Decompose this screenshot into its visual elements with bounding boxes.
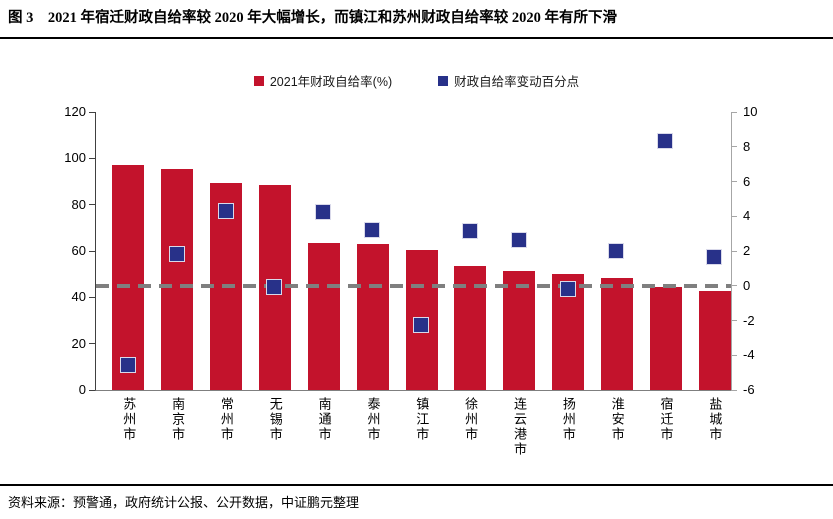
right-axis-tick-label: -4	[743, 347, 755, 363]
left-axis-tick-label: 40	[71, 289, 86, 305]
marker-南京市	[168, 245, 185, 262]
right-axis-tick-mark	[731, 250, 737, 252]
x-axis-label-text: 徐州市	[463, 397, 479, 442]
x-axis-label-text: 镇江市	[414, 397, 430, 442]
left-axis-tick-label: 100	[64, 150, 86, 166]
x-axis-label-盐城市: 盐城市	[690, 397, 739, 442]
marker-南通市	[315, 204, 332, 221]
left-axis-tick-mark	[89, 343, 95, 345]
bar-淮安市	[600, 278, 633, 390]
marker-常州市	[217, 202, 234, 219]
bar-苏州市	[112, 164, 145, 390]
left-axis-tick-label: 80	[71, 196, 86, 212]
marker-镇江市	[413, 317, 429, 334]
right-axis-tick-mark	[731, 111, 737, 113]
right-axis-tick-label: 0	[743, 277, 751, 293]
marker-扬州市	[559, 280, 576, 297]
left-axis-tick-label: 20	[71, 335, 86, 351]
left-axis-tick-mark	[89, 204, 95, 206]
right-axis-tick-label: 6	[743, 173, 751, 189]
x-axis-label-无锡市: 无锡市	[251, 397, 300, 442]
x-axis-label-泰州市: 泰州市	[348, 397, 397, 442]
plot-area: 0 20 40 60 80 100 120 -6 -4 -2 0 2 4 6 8 10 苏州市 南京市 常州市 无锡市…	[64, 104, 757, 457]
x-axis-label-text: 宿迁市	[658, 397, 674, 442]
marker-苏州市	[119, 357, 136, 374]
left-axis-tick-mark	[89, 250, 95, 252]
x-axis-label-text: 常州市	[218, 397, 234, 442]
left-axis-tick-label: 120	[64, 104, 86, 119]
right-axis-tick-label: -2	[743, 312, 755, 328]
marker-泰州市	[364, 221, 381, 238]
right-axis-tick-label: 8	[743, 138, 751, 154]
x-axis-label-镇江市: 镇江市	[397, 397, 446, 442]
right-axis-tick-mark	[731, 285, 737, 287]
zero-dashed-line	[96, 283, 731, 288]
bar-连云港市	[503, 270, 536, 390]
right-axis-tick-mark	[731, 146, 737, 148]
right-axis-tick-mark	[731, 389, 737, 391]
x-axis-label-连云港市: 连云港市	[495, 397, 544, 457]
x-axis-label-text: 泰州市	[365, 397, 381, 442]
right-axis-tick-label: 10	[743, 104, 758, 119]
marker-series-label: 财政自给率变动百分点	[454, 75, 580, 89]
right-axis-tick-label: 4	[743, 208, 751, 224]
legend-item-marker-series: 财政自给率变动百分点	[438, 71, 579, 90]
marker-series-swatch-icon	[438, 75, 449, 86]
left-axis-tick-label: 60	[71, 243, 86, 258]
bar-南京市	[161, 169, 194, 390]
left-axis-tick-mark	[89, 296, 95, 298]
x-axis-label-text: 淮安市	[609, 397, 625, 442]
left-axis-tick-label: 0	[78, 382, 86, 397]
x-axis-label-text: 盐城市	[707, 397, 723, 442]
x-axis-label-常州市: 常州市	[202, 397, 251, 442]
bar-宿迁市	[649, 286, 682, 390]
bar-泰州市	[356, 243, 389, 390]
x-axis-label-淮安市: 淮安市	[592, 397, 641, 442]
right-axis-tick-mark	[731, 215, 737, 217]
bar-盐城市	[698, 290, 731, 390]
x-axis-label-text: 南京市	[170, 397, 186, 442]
right-axis-tick-mark	[731, 181, 737, 182]
x-axis-label-南京市: 南京市	[153, 397, 202, 442]
x-axis-label-text: 南通市	[316, 397, 332, 442]
marker-盐城市	[706, 249, 723, 266]
source-note: 资料来源：预警通，政府统计公报、公开数据，中证鹏元整理	[8, 495, 360, 510]
left-axis-tick-mark	[89, 111, 95, 113]
legend-item-bar-series: 2021年财政自给率(%)	[253, 71, 393, 90]
figure-title: 图 3 2021 年宿迁财政自给率较 2020 年大幅增长，而镇江和苏州财政自给…	[8, 10, 617, 26]
x-axis-label-text: 扬州市	[560, 397, 576, 442]
right-axis-tick-label: 2	[743, 243, 751, 258]
x-axis-label-text: 连云港市	[512, 397, 527, 457]
x-axis-label-徐州市: 徐州市	[446, 397, 495, 442]
marker-连云港市	[510, 232, 527, 249]
right-axis-tick-mark	[731, 320, 737, 321]
title-divider	[0, 37, 833, 39]
x-axis-label-text: 苏州市	[121, 397, 137, 442]
footer-divider	[0, 484, 833, 486]
marker-无锡市	[266, 278, 283, 295]
bar-series-label: 2021年财政自给率(%)	[269, 75, 393, 89]
marker-淮安市	[608, 242, 625, 259]
x-axis-label-宿迁市: 宿迁市	[641, 397, 690, 442]
x-axis-label-南通市: 南通市	[299, 397, 348, 442]
marker-徐州市	[461, 223, 478, 240]
right-axis-tick-label: -6	[743, 382, 755, 397]
bar-series-swatch-icon	[253, 75, 264, 86]
bar-南通市	[307, 242, 340, 390]
chart-legend: 2021年财政自给率(%) 财政自给率变动百分点	[0, 71, 833, 90]
left-axis-tick-mark	[89, 157, 95, 159]
x-axis-label-苏州市: 苏州市	[104, 397, 153, 442]
x-axis-label-扬州市: 扬州市	[544, 397, 593, 442]
left-axis-tick-mark	[89, 389, 95, 391]
marker-宿迁市	[657, 133, 674, 150]
x-axis-label-text: 无锡市	[267, 397, 283, 442]
right-axis-tick-mark	[731, 354, 737, 356]
